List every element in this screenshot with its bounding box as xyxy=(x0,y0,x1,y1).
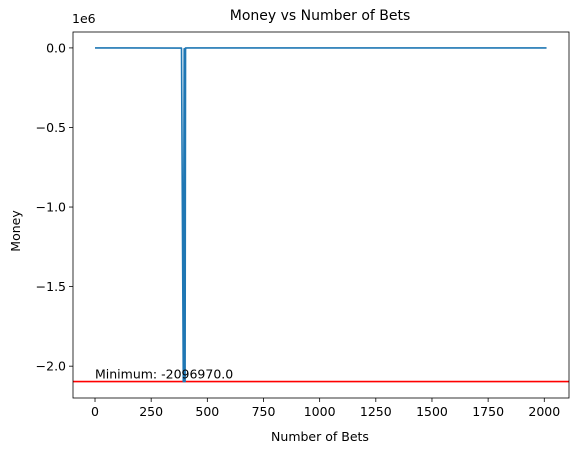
chart-title: Money vs Number of Bets xyxy=(230,8,411,24)
y-tick-label: −1.5 xyxy=(36,279,66,294)
axis-ticks: 0 250 500 750 1000 1250 1500 1750 2000 0.0 −0.5 −1.… xyxy=(36,40,561,419)
x-axis-label: Number of Bets xyxy=(271,429,369,444)
y-tick-label: 0.0 xyxy=(46,40,66,55)
x-tick-label: 1500 xyxy=(416,404,448,419)
y-offset-label: 1e6 xyxy=(72,11,96,26)
series-line-0 xyxy=(95,47,547,383)
x-tick-label: 1000 xyxy=(304,404,336,419)
x-tick-label: 1250 xyxy=(360,404,392,419)
x-tick-label: 250 xyxy=(139,404,163,419)
x-tick-label: 1750 xyxy=(472,404,504,419)
y-tick-label: −2.0 xyxy=(36,359,66,374)
x-tick-label: 500 xyxy=(195,404,219,419)
x-tick-label: 0 xyxy=(91,404,99,419)
plot-area xyxy=(73,47,569,383)
x-tick-label: 2000 xyxy=(528,404,560,419)
y-axis-label: Money xyxy=(8,210,23,252)
y-tick-label: −0.5 xyxy=(36,120,66,135)
minimum-annotation: Minimum: -2096970.0 xyxy=(95,367,233,382)
plot-frame xyxy=(72,31,570,399)
y-tick-label: −1.0 xyxy=(36,200,66,215)
x-tick-label: 750 xyxy=(252,404,276,419)
